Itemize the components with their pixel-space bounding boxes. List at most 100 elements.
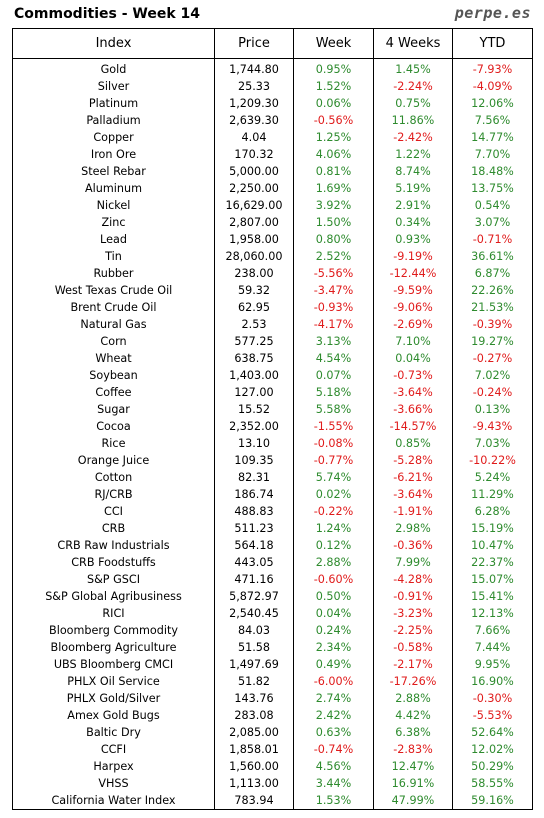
cell-price: 51.58	[214, 639, 294, 656]
cell-week: -3.47%	[293, 282, 374, 299]
table-row: Zinc 2,807.00 1.50% 0.34% 3.07%	[12, 214, 533, 231]
table-row: Amex Gold Bugs 283.08 2.42% 4.42% -5.53%	[12, 707, 533, 724]
cell-4-weeks: 0.34%	[373, 214, 453, 231]
cell-price: 1,958.00	[214, 231, 294, 248]
cell-price: 5,000.00	[214, 163, 294, 180]
cell-index: Baltic Dry	[12, 724, 215, 741]
column-header-4-weeks: 4 Weeks	[373, 28, 453, 59]
cell-4-weeks: 2.88%	[373, 690, 453, 707]
page-title: Commodities - Week 14	[14, 6, 200, 22]
table-row: Cotton 82.31 5.74% -6.21% 5.24%	[12, 469, 533, 486]
cell-price: 1,497.69	[214, 656, 294, 673]
cell-index: CRB Foodstuffs	[12, 554, 215, 571]
cell-price: 511.23	[214, 520, 294, 537]
table-row: Bloomberg Commodity 84.03 0.24% -2.25% 7.66%	[12, 622, 533, 639]
cell-index: RICI	[12, 605, 215, 622]
cell-index: Rice	[12, 435, 215, 452]
cell-ytd: 7.56%	[452, 112, 533, 129]
cell-ytd: 22.37%	[452, 554, 533, 571]
cell-4-weeks: -3.23%	[373, 605, 453, 622]
cell-4-weeks: 1.22%	[373, 146, 453, 163]
table-row: PHLX Gold/Silver 143.76 2.74% 2.88% -0.30%	[12, 690, 533, 707]
cell-4-weeks: -0.36%	[373, 537, 453, 554]
table-row: Wheat 638.75 4.54% 0.04% -0.27%	[12, 350, 533, 367]
cell-4-weeks: -2.17%	[373, 656, 453, 673]
table-row: CRB Foodstuffs 443.05 2.88% 7.99% 22.37%	[12, 554, 533, 571]
table-row: S&P Global Agribusiness 5,872.97 0.50% -0.9…	[12, 588, 533, 605]
table-row: Natural Gas 2.53 -4.17% -2.69% -0.39%	[12, 316, 533, 333]
cell-week: -0.08%	[293, 435, 374, 452]
cell-price: 4.04	[214, 129, 294, 146]
cell-4-weeks: 6.38%	[373, 724, 453, 741]
cell-4-weeks: -2.42%	[373, 129, 453, 146]
cell-index: Aluminum	[12, 180, 215, 197]
cell-ytd: 7.66%	[452, 622, 533, 639]
cell-4-weeks: 0.75%	[373, 95, 453, 112]
cell-ytd: 5.24%	[452, 469, 533, 486]
table-row: UBS Bloomberg CMCI 1,497.69 0.49% -2.17% 9.9…	[12, 656, 533, 673]
cell-ytd: -0.24%	[452, 384, 533, 401]
cell-price: 2.53	[214, 316, 294, 333]
cell-4-weeks: 0.04%	[373, 350, 453, 367]
cell-week: -0.56%	[293, 112, 374, 129]
cell-index: UBS Bloomberg CMCI	[12, 656, 215, 673]
cell-week: -0.74%	[293, 741, 374, 758]
cell-ytd: 19.27%	[452, 333, 533, 350]
cell-price: 51.82	[214, 673, 294, 690]
table-row: S&P GSCI 471.16 -0.60% -4.28% 15.07%	[12, 571, 533, 588]
table-row: Iron Ore 170.32 4.06% 1.22% 7.70%	[12, 146, 533, 163]
cell-4-weeks: -3.64%	[373, 384, 453, 401]
table-header-row: Index Price Week 4 Weeks YTD	[12, 28, 533, 59]
cell-ytd: 21.53%	[452, 299, 533, 316]
cell-price: 59.32	[214, 282, 294, 299]
cell-index: Cocoa	[12, 418, 215, 435]
cell-week: 5.74%	[293, 469, 374, 486]
table-row: Rubber 238.00 -5.56% -12.44% 6.87%	[12, 265, 533, 282]
cell-ytd: 10.47%	[452, 537, 533, 554]
cell-index: Tin	[12, 248, 215, 265]
cell-week: 3.13%	[293, 333, 374, 350]
cell-week: 4.56%	[293, 758, 374, 775]
cell-index: CCFI	[12, 741, 215, 758]
table-row: CCI 488.83 -0.22% -1.91% 6.28%	[12, 503, 533, 520]
cell-index: Rubber	[12, 265, 215, 282]
cell-4-weeks: -5.28%	[373, 452, 453, 469]
cell-4-weeks: -2.69%	[373, 316, 453, 333]
cell-ytd: 36.61%	[452, 248, 533, 265]
cell-4-weeks: -0.58%	[373, 639, 453, 656]
cell-ytd: 0.13%	[452, 401, 533, 418]
cell-week: 1.52%	[293, 78, 374, 95]
cell-price: 1,113.00	[214, 775, 294, 792]
header: Commodities - Week 14 perpe.es	[0, 0, 544, 28]
table-row: Gold 1,744.80 0.95% 1.45% -7.93%	[12, 58, 533, 78]
cell-price: 443.05	[214, 554, 294, 571]
cell-ytd: -0.71%	[452, 231, 533, 248]
cell-ytd: 6.28%	[452, 503, 533, 520]
cell-week: 1.24%	[293, 520, 374, 537]
cell-ytd: -0.27%	[452, 350, 533, 367]
cell-index: Amex Gold Bugs	[12, 707, 215, 724]
cell-week: 2.34%	[293, 639, 374, 656]
cell-index: Platinum	[12, 95, 215, 112]
cell-4-weeks: 0.93%	[373, 231, 453, 248]
cell-index: Brent Crude Oil	[12, 299, 215, 316]
cell-ytd: 12.06%	[452, 95, 533, 112]
table-body: Gold 1,744.80 0.95% 1.45% -7.93% Silver 25.33 1…	[12, 58, 533, 810]
cell-ytd: 50.29%	[452, 758, 533, 775]
cell-4-weeks: 4.42%	[373, 707, 453, 724]
cell-index: CRB	[12, 520, 215, 537]
cell-week: 3.44%	[293, 775, 374, 792]
cell-week: 0.63%	[293, 724, 374, 741]
cell-ytd: 22.26%	[452, 282, 533, 299]
column-header-ytd: YTD	[452, 28, 533, 59]
cell-week: -4.17%	[293, 316, 374, 333]
cell-ytd: 14.77%	[452, 129, 533, 146]
cell-index: CRB Raw Industrials	[12, 537, 215, 554]
cell-4-weeks: -14.57%	[373, 418, 453, 435]
cell-price: 1,744.80	[214, 58, 294, 78]
cell-week: 0.24%	[293, 622, 374, 639]
cell-ytd: 15.19%	[452, 520, 533, 537]
cell-4-weeks: -2.83%	[373, 741, 453, 758]
cell-4-weeks: 47.99%	[373, 792, 453, 810]
column-header-week: Week	[293, 28, 374, 59]
